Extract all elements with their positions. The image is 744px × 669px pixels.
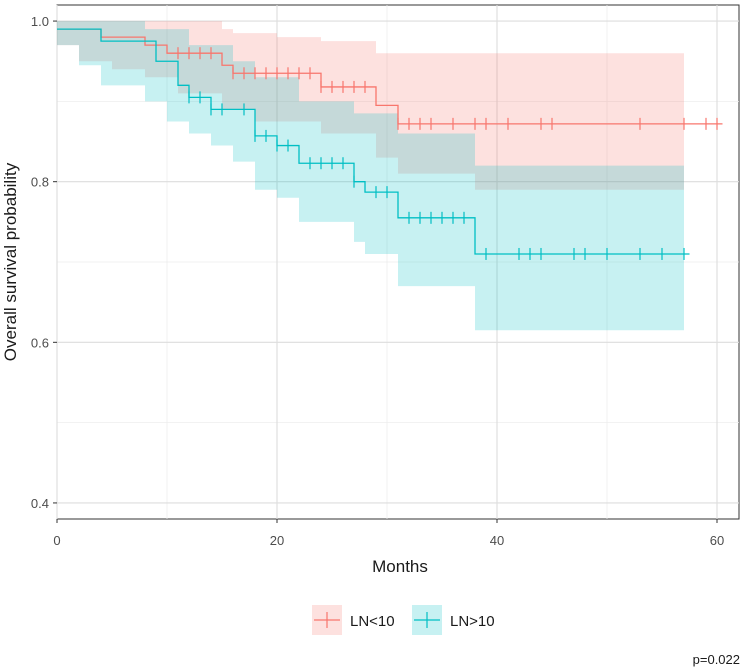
y-tick-label: 0.8: [31, 175, 49, 190]
x-tick-label: 20: [270, 533, 284, 548]
x-tick-label: 40: [490, 533, 504, 548]
y-axis-label: Overall survival probability: [1, 162, 20, 361]
grid-layer: [56, 5, 739, 519]
confidence-band-ln-lt-10: [57, 21, 684, 190]
legend-label-ln-lt-10: LN<10: [350, 613, 395, 630]
y-tick-label: 0.4: [31, 496, 49, 511]
confidence-bands: [57, 21, 684, 331]
y-tick-label: 1.0: [31, 14, 49, 29]
x-tick-label: 0: [53, 533, 60, 548]
x-axis-label: Months: [372, 557, 428, 576]
p-value-annotation: p=0.022: [693, 652, 740, 667]
axes: 0 20 40 60 0.4 0.6 0.8 1.0: [31, 14, 724, 548]
y-tick-label: 0.6: [31, 335, 49, 350]
confidence-band-ln-gt-10: [57, 21, 684, 331]
x-tick-label: 60: [710, 533, 724, 548]
legend-label-ln-gt-10: LN>10: [450, 613, 495, 630]
survival-curve-ln-lt-10: [57, 28, 723, 125]
legend: LN<10 LN>10: [312, 605, 495, 635]
censor-marks: [177, 47, 718, 260]
